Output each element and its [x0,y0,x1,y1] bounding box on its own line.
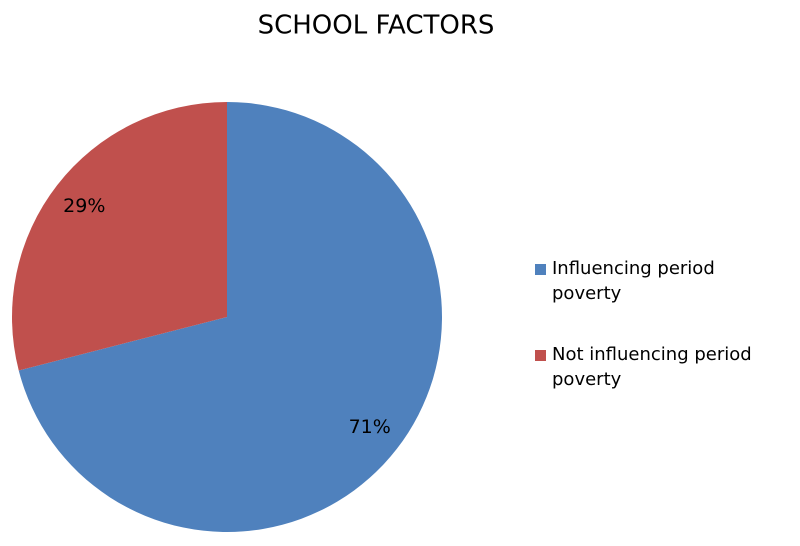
legend-item: Not influencing period poverty [535,342,785,392]
chart-title: SCHOOL FACTORS [258,11,495,41]
data-label: 29% [63,195,105,217]
data-label: 71% [349,416,391,438]
pie-slice [11,102,228,371]
legend-label: Not influencing period poverty [552,344,752,390]
pie-slice [18,102,443,532]
legend-swatch [535,264,546,275]
legend: Influencing period poverty Not influencin… [535,256,785,428]
legend-label: Influencing period poverty [552,258,715,304]
legend-swatch [535,350,546,361]
legend-item: Influencing period poverty [535,256,785,306]
